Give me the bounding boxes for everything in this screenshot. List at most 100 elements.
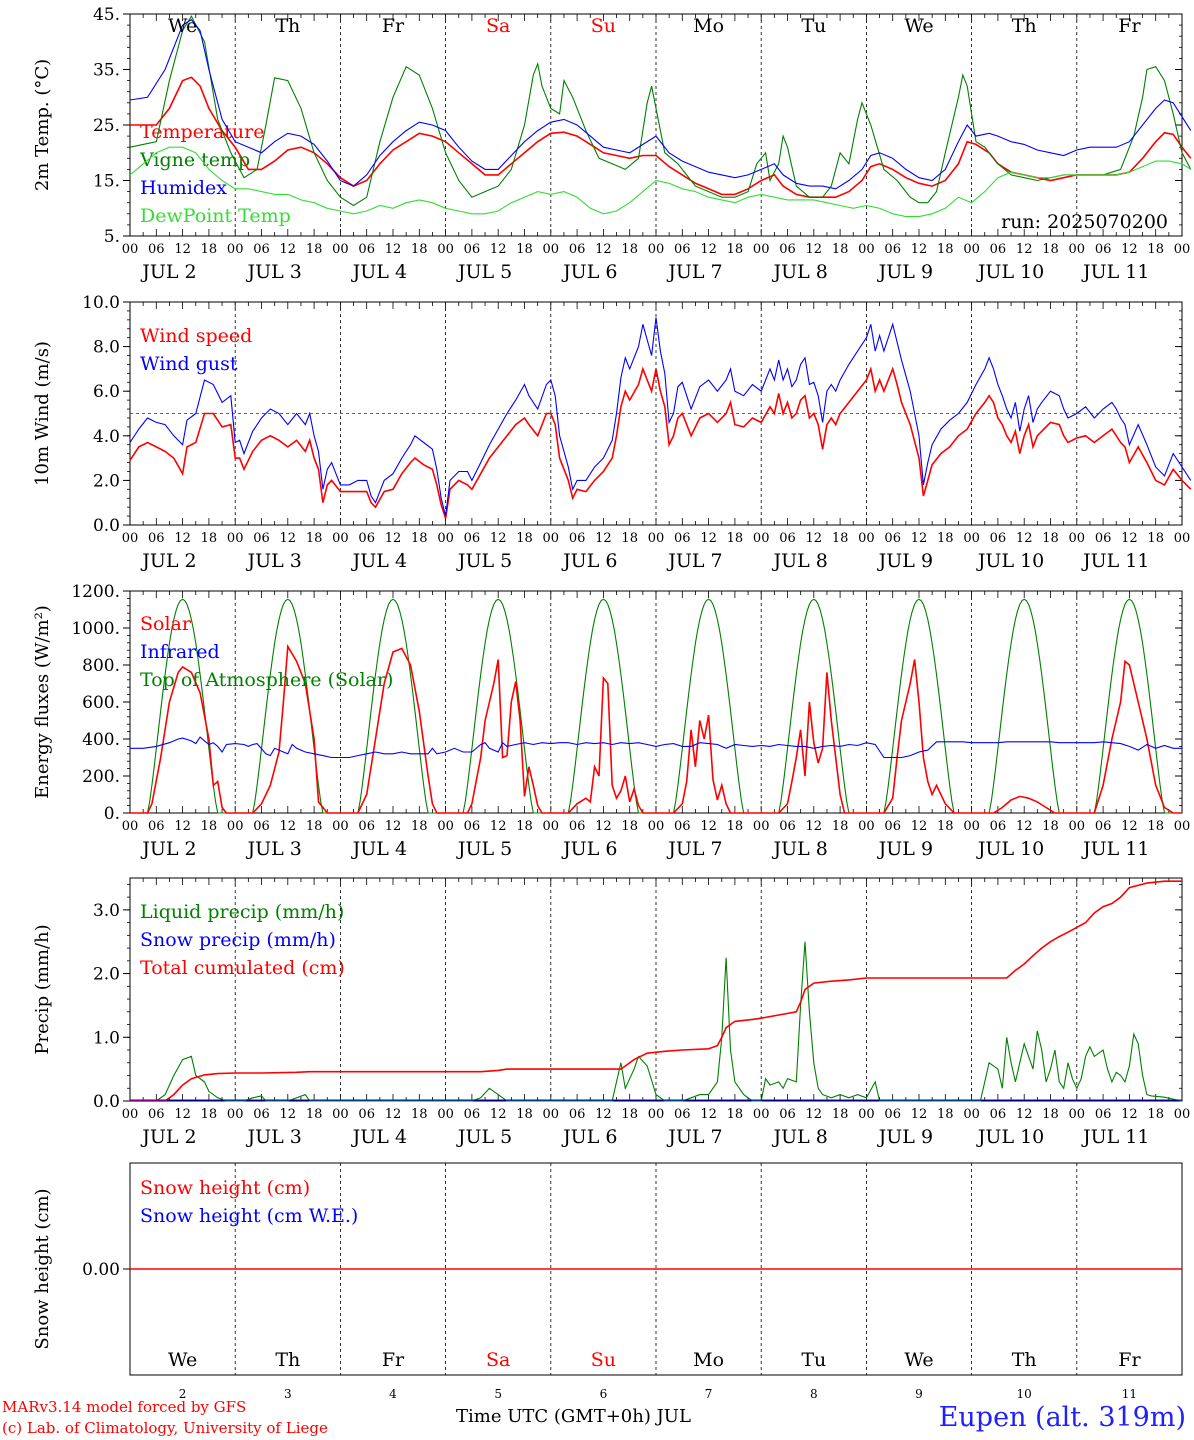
hour-tick-label: 00 <box>1174 1107 1191 1122</box>
hour-tick-label: 18 <box>727 242 744 257</box>
hour-tick-label: 18 <box>1147 1107 1164 1122</box>
hour-tick-label: 12 <box>490 819 507 834</box>
hour-tick-label: 06 <box>148 531 165 546</box>
hour-tick-label: 00 <box>1069 819 1086 834</box>
hour-tick-label: 18 <box>1147 819 1164 834</box>
hour-tick-label: 18 <box>516 242 533 257</box>
hour-tick-label: 18 <box>201 242 218 257</box>
hour-tick-label: 18 <box>621 531 638 546</box>
hour-tick-label: 12 <box>1121 1107 1138 1122</box>
day-number-label: 3 <box>284 1387 292 1401</box>
weekday-label-top: Su <box>591 15 616 37</box>
hour-tick-label: 06 <box>358 1107 375 1122</box>
hour-tick-label: 18 <box>937 1107 954 1122</box>
date-label: JUL 5 <box>456 838 512 860</box>
hour-tick-label: 06 <box>148 819 165 834</box>
hour-tick-label: 12 <box>911 242 928 257</box>
hour-tick-label: 18 <box>201 1107 218 1122</box>
hour-tick-label: 12 <box>1121 819 1138 834</box>
date-label: JUL 2 <box>140 1126 196 1148</box>
date-label: JUL 7 <box>666 550 722 572</box>
y-tick-label: 25. <box>93 116 120 136</box>
date-label: JUL 3 <box>245 261 301 283</box>
hour-tick-label: 18 <box>727 531 744 546</box>
date-label: JUL 3 <box>245 550 301 572</box>
hour-tick-label: 06 <box>464 531 481 546</box>
hour-tick-label: 00 <box>1069 531 1086 546</box>
y-tick-label: 1.0 <box>93 1028 120 1048</box>
hour-tick-label: 06 <box>464 819 481 834</box>
series-total-cumulated-cm- <box>130 880 1182 1102</box>
legend-snow-precip-mm-h-: Snow precip (mm/h) <box>140 929 336 951</box>
hour-tick-label: 06 <box>464 242 481 257</box>
y-tick-label: 2.0 <box>93 471 120 491</box>
hour-tick-label: 12 <box>700 242 717 257</box>
legend-infrared: Infrared <box>140 641 220 663</box>
y-axis-title: 2m Temp. (°C) <box>32 59 53 191</box>
date-label: JUL 9 <box>877 1126 933 1148</box>
date-label: JUL 4 <box>351 1126 407 1148</box>
hour-tick-label: 06 <box>464 1107 481 1122</box>
y-tick-label: 4.0 <box>93 427 120 447</box>
hour-tick-label: 12 <box>385 531 402 546</box>
weekday-label-bottom: Th <box>1012 1349 1037 1371</box>
hour-tick-label: 00 <box>1174 242 1191 257</box>
date-label: JUL 10 <box>976 550 1044 572</box>
hour-tick-label: 18 <box>1042 531 1059 546</box>
y-tick-label: 15. <box>93 172 120 192</box>
credit-model: MARv3.14 model forced by GFS <box>2 1398 247 1416</box>
y-axis-title: 10m Wind (m/s) <box>32 341 53 486</box>
hour-tick-label: 12 <box>280 819 297 834</box>
day-number-label: 8 <box>810 1387 818 1401</box>
y-tick-label: 45. <box>93 5 120 25</box>
hour-tick-label: 06 <box>253 819 270 834</box>
weekday-label-bottom: Tu <box>801 1349 826 1371</box>
hour-tick-label: 12 <box>174 1107 191 1122</box>
y-tick-label: 6.0 <box>93 382 120 402</box>
hour-tick-label: 12 <box>595 242 612 257</box>
hour-tick-label: 18 <box>411 819 428 834</box>
hour-tick-label: 12 <box>280 1107 297 1122</box>
hour-tick-label: 06 <box>779 1107 796 1122</box>
day-number-label: 5 <box>494 1387 502 1401</box>
hour-tick-label: 06 <box>884 531 901 546</box>
hour-tick-label: 12 <box>806 1107 823 1122</box>
hour-tick-label: 12 <box>1016 819 1033 834</box>
legend-liquid-precip-mm-h-: Liquid precip (mm/h) <box>140 901 344 923</box>
date-label: JUL 4 <box>351 261 407 283</box>
series-infrared <box>130 736 1182 759</box>
hour-tick-label: 06 <box>148 242 165 257</box>
hour-tick-label: 00 <box>332 819 349 834</box>
hour-tick-label: 00 <box>332 1107 349 1122</box>
hour-tick-label: 18 <box>306 819 323 834</box>
hour-tick-label: 12 <box>595 819 612 834</box>
weekday-label-bottom: Mo <box>693 1349 724 1371</box>
hour-tick-label: 12 <box>385 242 402 257</box>
hour-tick-label: 06 <box>990 1107 1007 1122</box>
hour-tick-label: 12 <box>174 819 191 834</box>
hour-tick-label: 18 <box>201 819 218 834</box>
y-tick-label: 0. <box>104 804 120 824</box>
hour-tick-label: 06 <box>990 531 1007 546</box>
hour-tick-label: 00 <box>858 242 875 257</box>
legend-dewpoint-temp: DewPoint Temp <box>140 205 291 227</box>
y-tick-label: 2.0 <box>93 965 120 985</box>
day-number-label: 9 <box>915 1387 923 1401</box>
hour-tick-label: 18 <box>832 1107 849 1122</box>
hour-tick-label: 00 <box>122 1107 139 1122</box>
hour-tick-label: 12 <box>490 531 507 546</box>
legend-snow-height-cm-w-e-: Snow height (cm W.E.) <box>140 1205 358 1227</box>
hour-tick-label: 06 <box>1095 1107 1112 1122</box>
weekday-label-bottom: Th <box>275 1349 300 1371</box>
series-wind-speed <box>129 366 1192 519</box>
run-label: run: 2025070200 <box>1001 211 1168 233</box>
hour-tick-label: 00 <box>858 819 875 834</box>
hour-tick-label: 00 <box>753 819 770 834</box>
hour-tick-label: 18 <box>1042 819 1059 834</box>
hour-tick-label: 06 <box>569 819 586 834</box>
hour-tick-label: 06 <box>1095 531 1112 546</box>
date-label: JUL 11 <box>1081 261 1149 283</box>
hour-tick-label: 18 <box>937 531 954 546</box>
date-label: JUL 11 <box>1081 838 1149 860</box>
hour-tick-label: 18 <box>937 819 954 834</box>
